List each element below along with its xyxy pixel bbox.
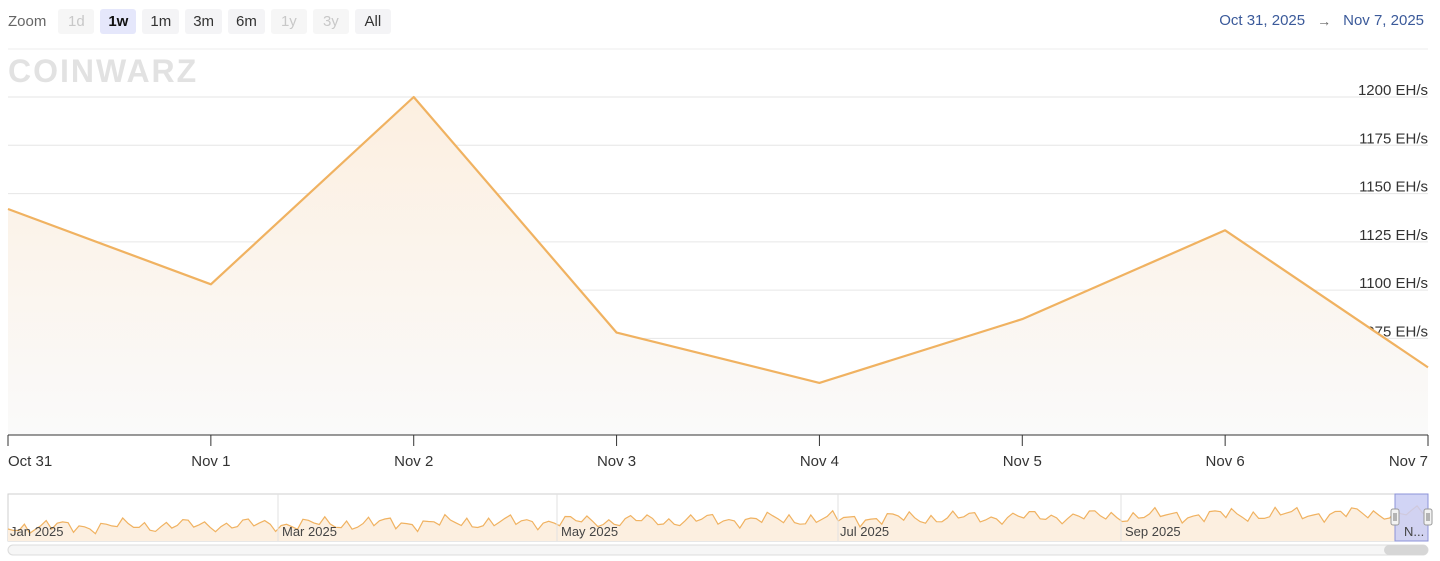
x-tick-label: Nov 4 xyxy=(800,453,839,470)
navigator-label: Mar 2025 xyxy=(282,524,337,539)
range-to[interactable]: Nov 7, 2025 xyxy=(1343,12,1424,29)
y-tick-label: 1125 EH/s xyxy=(1359,227,1428,244)
zoom-button-1y: 1y xyxy=(270,9,307,34)
watermark-logo: COINWARZ xyxy=(8,53,198,89)
navigator-scrollbar-track[interactable] xyxy=(7,544,1429,556)
navigator-handle-right[interactable] xyxy=(1423,508,1433,526)
zoom-button-3y: 3y xyxy=(312,9,349,34)
y-tick-label: 1100 EH/s xyxy=(1359,275,1428,292)
y-tick-label: 1175 EH/s xyxy=(1359,130,1428,147)
zoom-buttons: 1d 1w 1m 3m 6m 1y 3y All xyxy=(58,9,391,34)
range-from[interactable]: Oct 31, 2025 xyxy=(1219,12,1306,29)
zoom-button-3m[interactable]: 3m xyxy=(185,9,223,34)
range-arrow-icon: → xyxy=(1317,12,1332,29)
x-tick-label: Nov 1 xyxy=(191,453,230,470)
zoom-bar: Zoom 1d 1w 1m 3m 6m 1y 3y All xyxy=(8,9,391,34)
date-range-display: Oct 31, 2025 → Nov 7, 2025 xyxy=(1219,12,1424,29)
x-axis-labels: Oct 31 Nov 1 Nov 2 Nov 3 Nov 4 Nov 5 Nov 6 Nov … xyxy=(7,435,1429,470)
series-area xyxy=(8,97,1428,435)
y-tick-label: 1150 EH/s xyxy=(1359,179,1428,196)
navigator-selection[interactable] xyxy=(1394,493,1429,542)
zoom-label: Zoom xyxy=(8,13,47,30)
x-tick-label: Nov 5 xyxy=(1003,453,1042,470)
navigator-label: Jul 2025 xyxy=(840,524,889,539)
x-tick-label: Oct 31 xyxy=(8,453,52,470)
navigator-label: Sep 2025 xyxy=(1125,524,1181,539)
zoom-button-1m[interactable]: 1m xyxy=(142,9,180,34)
x-tick-label: Nov 3 xyxy=(597,453,636,470)
y-tick-label: 1200 EH/s xyxy=(1358,82,1428,99)
series-line[interactable] xyxy=(7,95,1429,384)
navigator-scrollbar-thumb[interactable] xyxy=(1384,545,1428,555)
x-tick-label: Nov 7 xyxy=(1389,453,1428,470)
zoom-button-all[interactable]: All xyxy=(354,9,391,34)
navigator-label: Jan 2025 xyxy=(10,524,64,539)
navigator-series xyxy=(7,504,1429,535)
navigator-label: N... xyxy=(1404,524,1424,539)
zoom-button-6m[interactable]: 6m xyxy=(228,9,265,34)
navigator[interactable]: Jan 2025 Mar 2025 May 2025 Jul 2025 Sep 2025… xyxy=(7,493,1433,556)
zoom-button-1w[interactable]: 1w xyxy=(100,9,137,34)
x-tick-label: Nov 6 xyxy=(1206,453,1245,470)
navigator-label: May 2025 xyxy=(561,524,618,539)
navigator-handle-left[interactable] xyxy=(1390,508,1400,526)
x-tick-label: Nov 2 xyxy=(394,453,433,470)
zoom-button-1d: 1d xyxy=(58,9,95,34)
series-points xyxy=(7,96,1429,383)
